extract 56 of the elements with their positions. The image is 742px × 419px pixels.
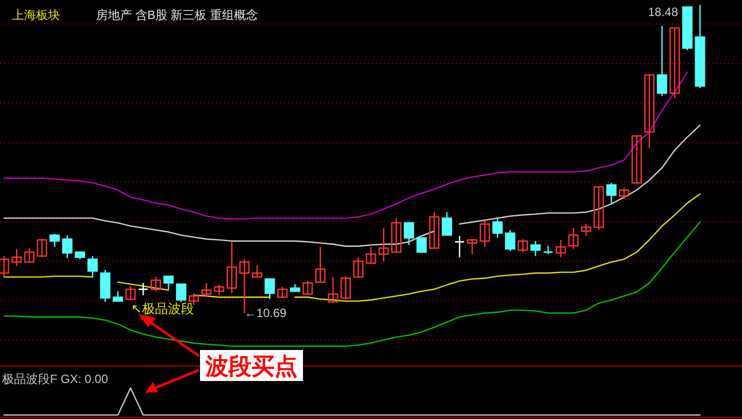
candlestick: [36, 238, 48, 258]
candlestick: [530, 240, 541, 257]
candlestick: [492, 217, 503, 239]
candlestick: [366, 246, 376, 264]
candlestick: [264, 278, 275, 300]
candlestick: [226, 241, 237, 294]
candlestick: [87, 255, 98, 278]
text: 波段买点: [204, 353, 298, 380]
candlestick: [138, 282, 148, 296]
chart-subtitle: 房地产 含B股 新三板 重组概念: [96, 8, 258, 22]
candlestick: [480, 220, 490, 248]
candlestick: [442, 212, 452, 236]
candlestick: [518, 238, 528, 253]
candlestick: [150, 276, 162, 292]
candlestick: [12, 248, 22, 267]
candlestick: [62, 234, 72, 259]
candlestick: [568, 227, 579, 250]
candlestick: [618, 187, 630, 200]
candlestick: [340, 276, 351, 300]
candlestick: [505, 229, 516, 252]
candlestick: [378, 227, 389, 262]
candlestick: [644, 74, 655, 149]
candlestick: [0, 255, 10, 278]
candlestick: [24, 248, 34, 263]
candlestick: [277, 286, 288, 299]
candlestick: [125, 285, 136, 301]
candlestick: [454, 235, 465, 258]
candlestick: [606, 182, 617, 204]
candlestick: [176, 283, 186, 303]
annotation: ←10.69: [244, 306, 287, 320]
annotation: ↖极品波段: [131, 301, 194, 316]
candlestick: [542, 245, 554, 255]
candlestick: [391, 217, 402, 253]
candlestick: [404, 222, 414, 246]
candlestick: [594, 186, 604, 231]
candlestick: [656, 25, 668, 97]
candlestick: [467, 238, 478, 255]
candlestick: [214, 284, 224, 296]
chart-title: 极品波段F GX: 0.00: [1, 372, 108, 386]
candlestick: [632, 135, 642, 184]
candlestick: [315, 246, 326, 284]
candlestick: [252, 264, 262, 278]
candlestick: [112, 290, 124, 302]
candlestick: [163, 276, 174, 290]
candlestick: [580, 223, 592, 237]
candlestick: [416, 237, 427, 254]
candlestick: [328, 276, 338, 303]
candlestick: [670, 27, 680, 99]
candlestick: [353, 256, 364, 278]
candlestick: [201, 282, 212, 298]
annotation: 18.48: [648, 5, 678, 19]
candlestick: [302, 280, 313, 295]
candlestick: [429, 212, 440, 249]
candlestick: [556, 239, 566, 258]
candlestick: [49, 233, 60, 248]
chart-title: 上海板块: [12, 8, 60, 22]
